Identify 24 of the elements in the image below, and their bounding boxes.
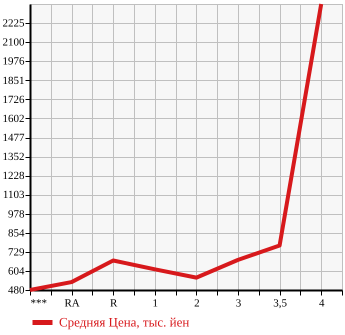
y-tick-label: 1726 [2,94,25,106]
x-tick-label: 3 [236,298,242,310]
x-tick-label: 2 [194,298,200,310]
legend-label: Средняя Цена, тыс. йен [59,314,190,330]
y-tick-label: 1103 [2,189,25,202]
x-tick-label: 3,5 [273,298,288,310]
y-tick-label: 1228 [2,170,25,182]
y-tick-label: 1851 [2,74,24,87]
y-tick-label: 854 [8,227,25,240]
x-tick-label: RA [64,298,80,310]
x-tick-label: *** [30,298,47,310]
x-tick-label: 1 [152,298,158,310]
y-tick-label: 604 [8,266,25,278]
y-tick-label: 978 [8,208,25,220]
y-tick-label: 480 [8,284,25,296]
y-tick-label: 1477 [2,132,25,144]
y-tick-label: 2100 [2,36,25,49]
y-tick-label: 1976 [2,56,25,68]
y-tick-label: 729 [8,246,25,258]
y-tick-label: 1602 [2,112,24,125]
x-tick-label: R [110,298,118,310]
y-tick-label: 1352 [2,151,24,164]
x-tick-label: 4 [318,298,325,310]
y-tick-label: 2225 [2,18,25,30]
